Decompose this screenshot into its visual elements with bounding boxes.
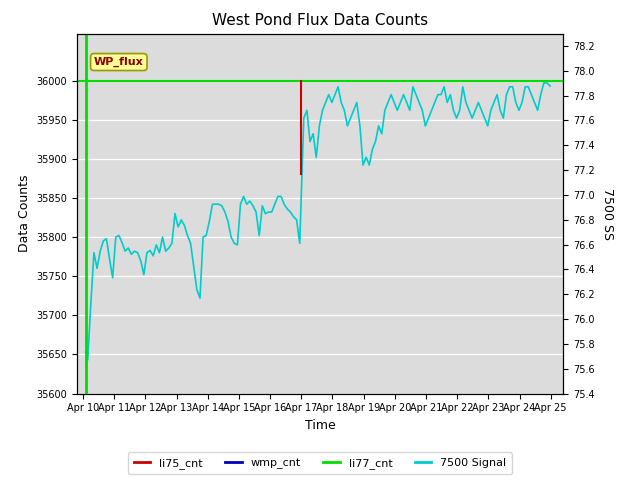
Y-axis label: 7500 SS: 7500 SS bbox=[601, 188, 614, 240]
Text: WP_flux: WP_flux bbox=[94, 57, 144, 67]
Y-axis label: Data Counts: Data Counts bbox=[17, 175, 31, 252]
Title: West Pond Flux Data Counts: West Pond Flux Data Counts bbox=[212, 13, 428, 28]
Legend: li75_cnt, wmp_cnt, li77_cnt, 7500 Signal: li75_cnt, wmp_cnt, li77_cnt, 7500 Signal bbox=[128, 453, 512, 474]
X-axis label: Time: Time bbox=[305, 419, 335, 432]
